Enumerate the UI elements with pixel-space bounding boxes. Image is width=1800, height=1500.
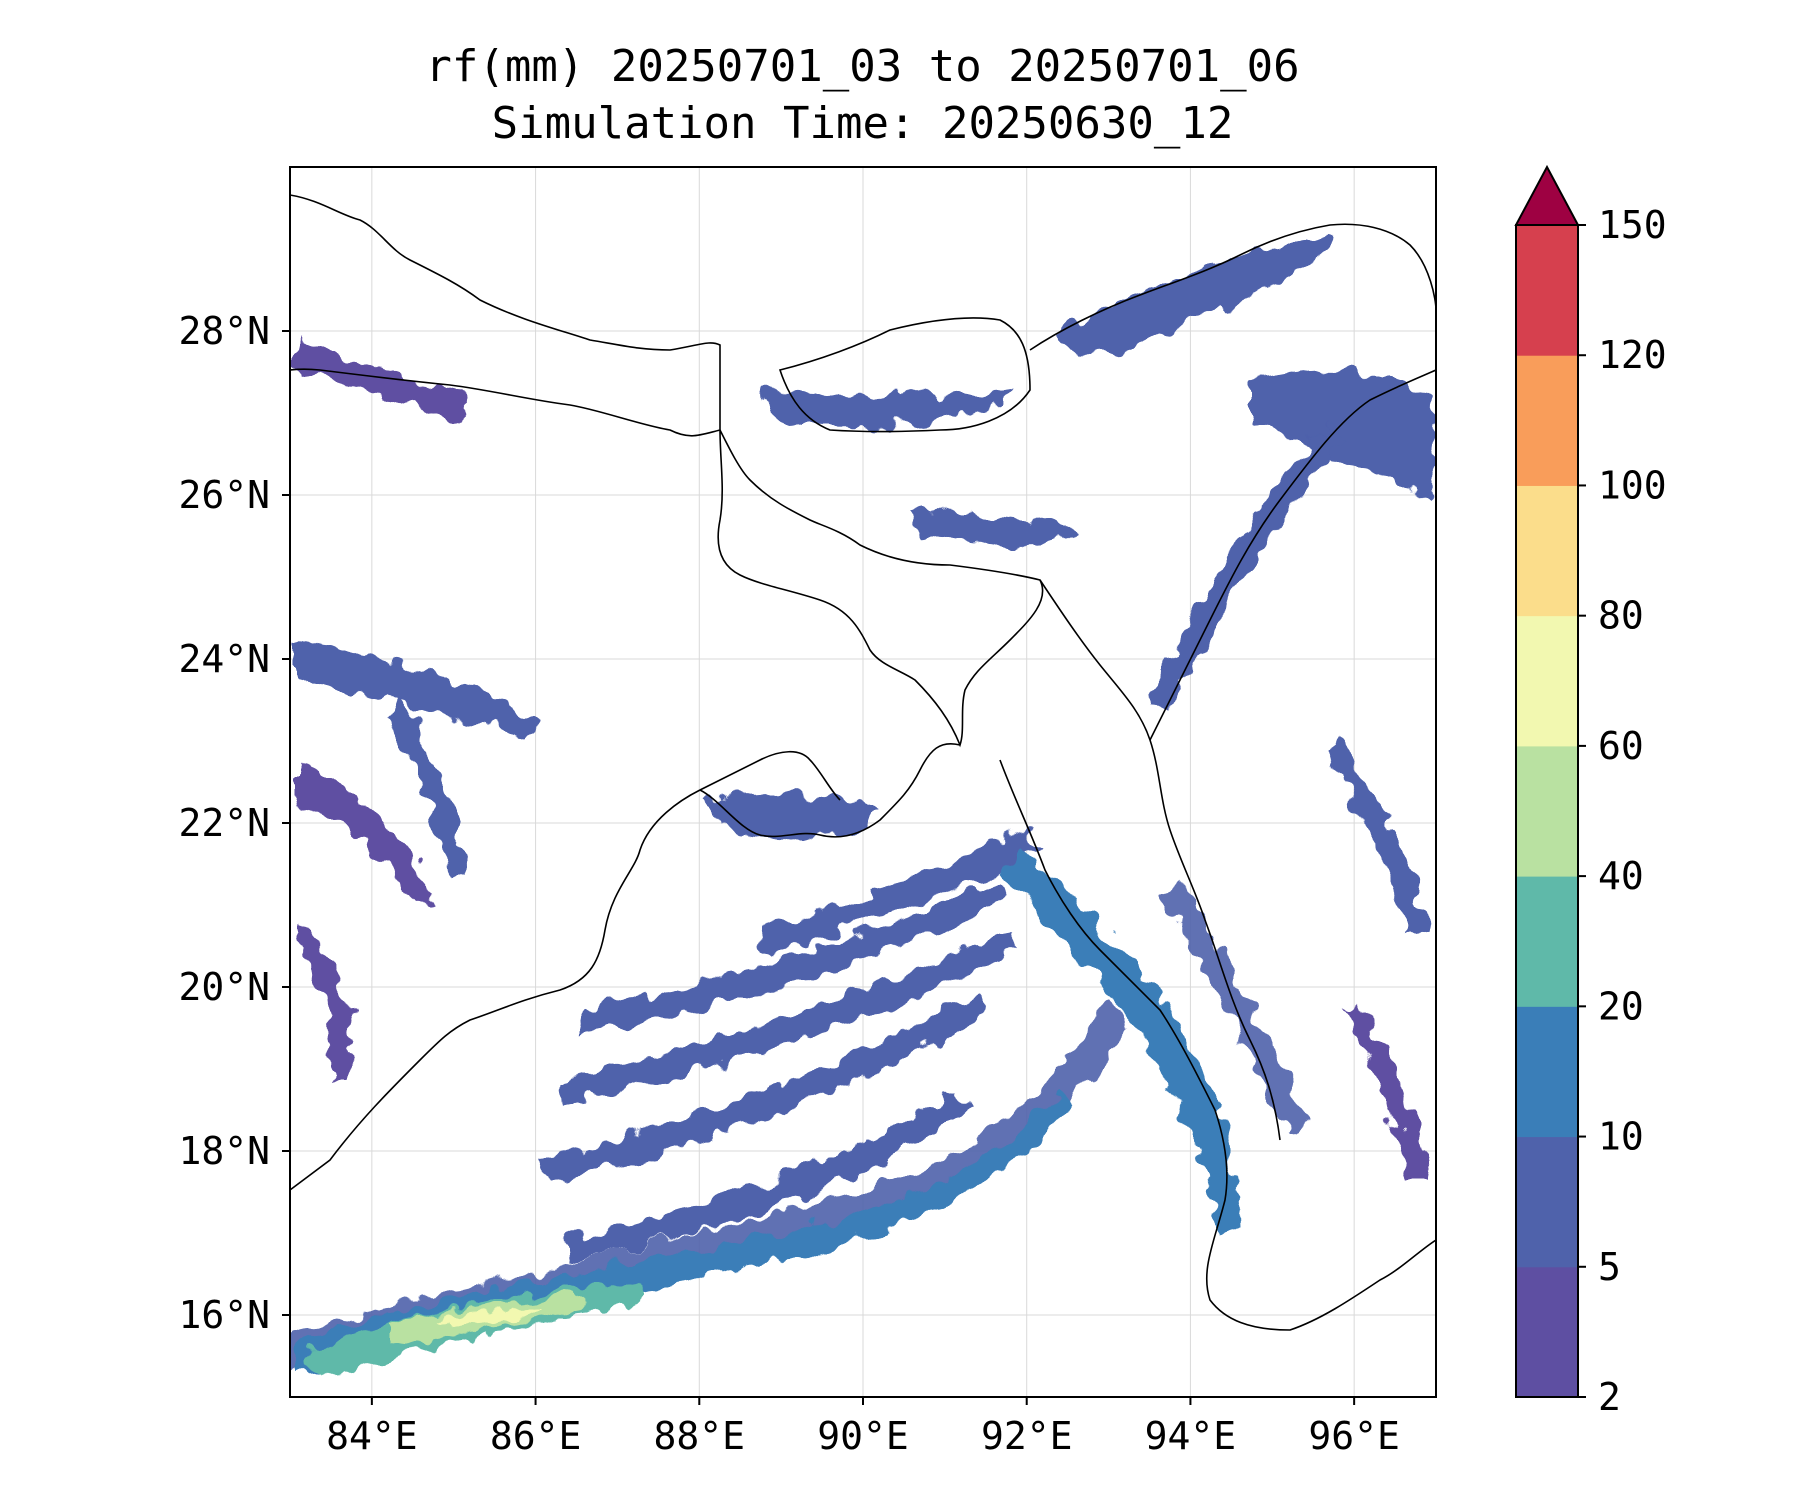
title-line-2: Simulation Time: 20250630_12 [491,98,1234,149]
lon-tick-label: 88°E [654,1414,746,1458]
west-rain-1 [295,640,540,740]
assam-rain [910,510,1080,545]
axis-ticks: 84°E 86°E 88°E 90°E 92°E 94°E 96°E 16°N 18°N 20°N… [178,309,1399,1458]
chart-title: rf(mm) 20250701_03 to 20250701_06 Simula… [0,38,1725,152]
himalaya-rain-2 [1060,235,1331,354]
lat-tick-label: 20°N [178,965,270,1009]
colorbar-tick-label: 2 [1598,1375,1621,1419]
coastlines-and-borders [290,194,1436,1331]
west-rain-2 [295,760,430,905]
rakhine-rain [1000,850,1240,1240]
lon-tick-label: 86°E [490,1414,582,1458]
colorbar-segment [1516,1136,1578,1268]
rainfall-field-shapes [290,235,1435,1375]
west-rain-4 [385,700,470,880]
rain-band-6 [580,880,1010,1035]
colorbar-tick-label: 20 [1598,984,1644,1028]
sundarbans-rain [700,793,880,836]
colorbar-tick-label: 100 [1598,463,1667,507]
himalaya-rain-1 [759,390,1010,427]
colorbar-segment [1516,355,1578,486]
colorbar-tick-label: 5 [1598,1245,1621,1289]
colorbar-tick-label: 150 [1598,203,1667,247]
colorbar-segment [1516,225,1578,356]
bangladesh-coastline [699,743,961,838]
colorbar-tick-label: 60 [1598,724,1644,768]
colorbar-frame [1515,224,1579,1398]
lon-tick-label: 90°E [817,1414,909,1458]
bangladesh-border [717,429,1044,748]
rain-band-7 [760,830,1040,955]
lat-tick-label: 24°N [178,637,270,681]
lat-tick-label: 28°N [178,309,270,353]
northeast-band [1150,420,1345,710]
colorbar-segment [1516,615,1578,747]
myanmar-north-border [1149,369,1436,741]
west-rain-3 [300,920,353,1080]
colorbar-tick-label: 10 [1598,1115,1644,1159]
nepal-rain [295,340,470,420]
nepal-border [290,194,721,437]
lon-tick-label: 96°E [1308,1414,1400,1458]
lat-tick-label: 16°N [178,1293,270,1337]
bhutan-border [778,317,1031,433]
lon-tick-label: 92°E [981,1414,1073,1458]
lat-tick-label: 26°N [178,473,270,517]
lon-tick-label: 84°E [326,1414,418,1458]
rain-band-3 [560,1090,975,1265]
lat-tick-label: 18°N [178,1129,270,1173]
map-area: 84°E 86°E 88°E 90°E 92°E 94°E 96°E 16°N 18°N 20°N… [178,166,1437,1458]
colorbar-segments [1516,225,1578,1398]
colorbar-tick-label: 80 [1598,594,1644,638]
title-line-1: rf(mm) 20250701_03 to 20250701_06 [425,41,1300,92]
colorbar-segment [1516,1266,1578,1398]
arunachal-border [1029,223,1436,351]
colorbar-segment [1516,745,1578,877]
rainfall-field [290,235,1435,1375]
myanmar-coastline [999,759,1436,1331]
rain-band-5 [560,930,1020,1105]
east-rain-1 [1325,740,1430,935]
colorbar-segment [1516,1006,1578,1138]
heavy-rain-core [440,1308,545,1326]
colorbar-tick-label: 40 [1598,854,1644,898]
colorbar-segment [1516,876,1578,1007]
lat-tick-label: 22°N [178,801,270,845]
colorbar-tick-label: 120 [1598,333,1667,377]
colorbar-ticks: 2 5 10 20 40 60 80 100 120 150 [1578,203,1667,1419]
rain-band-4 [540,990,992,1185]
east-rain-2 [1345,1000,1430,1180]
lon-tick-label: 94°E [1145,1414,1237,1458]
colorbar-segment [1516,485,1578,617]
colorbar-extend-arrow [1514,164,1580,226]
east-india-coastline [290,750,841,1191]
colorbar: 2 5 10 20 40 60 80 100 120 150 [1514,164,1667,1419]
india-myanmar-border [1039,579,1281,1141]
